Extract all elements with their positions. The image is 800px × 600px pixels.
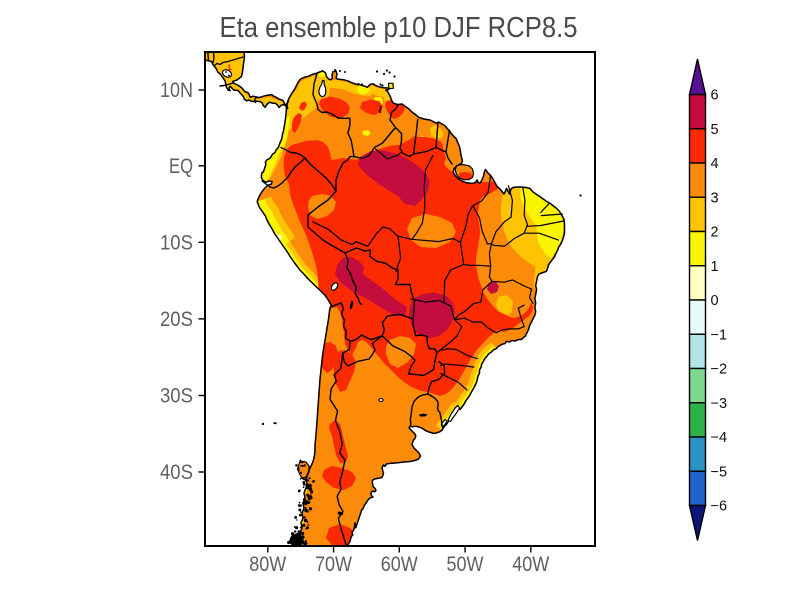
svg-text:60W: 60W	[381, 553, 418, 576]
svg-text:−1: −1	[711, 327, 728, 343]
svg-text:3: 3	[711, 190, 719, 206]
svg-text:80W: 80W	[249, 553, 286, 576]
svg-text:5: 5	[711, 122, 719, 138]
svg-text:−6: −6	[711, 499, 728, 515]
svg-text:4: 4	[711, 156, 719, 172]
svg-text:6: 6	[711, 88, 719, 104]
svg-text:−5: −5	[711, 464, 728, 480]
svg-text:10S: 10S	[160, 231, 193, 254]
svg-text:−2: −2	[711, 362, 728, 378]
svg-text:40W: 40W	[512, 553, 549, 576]
svg-text:10N: 10N	[160, 79, 193, 102]
svg-text:Eta ensemble p10 DJF RCP8.5: Eta ensemble p10 DJF RCP8.5	[220, 12, 578, 44]
svg-text:−4: −4	[711, 430, 728, 446]
svg-text:−3: −3	[711, 396, 728, 412]
svg-text:50W: 50W	[447, 553, 484, 576]
svg-text:30S: 30S	[160, 385, 193, 408]
svg-text:EQ: EQ	[169, 155, 193, 178]
svg-text:40S: 40S	[160, 461, 193, 484]
svg-text:70W: 70W	[315, 553, 352, 576]
svg-text:2: 2	[711, 225, 719, 241]
svg-text:20S: 20S	[160, 308, 193, 331]
svg-text:0: 0	[711, 293, 719, 309]
svg-text:1: 1	[711, 259, 719, 275]
